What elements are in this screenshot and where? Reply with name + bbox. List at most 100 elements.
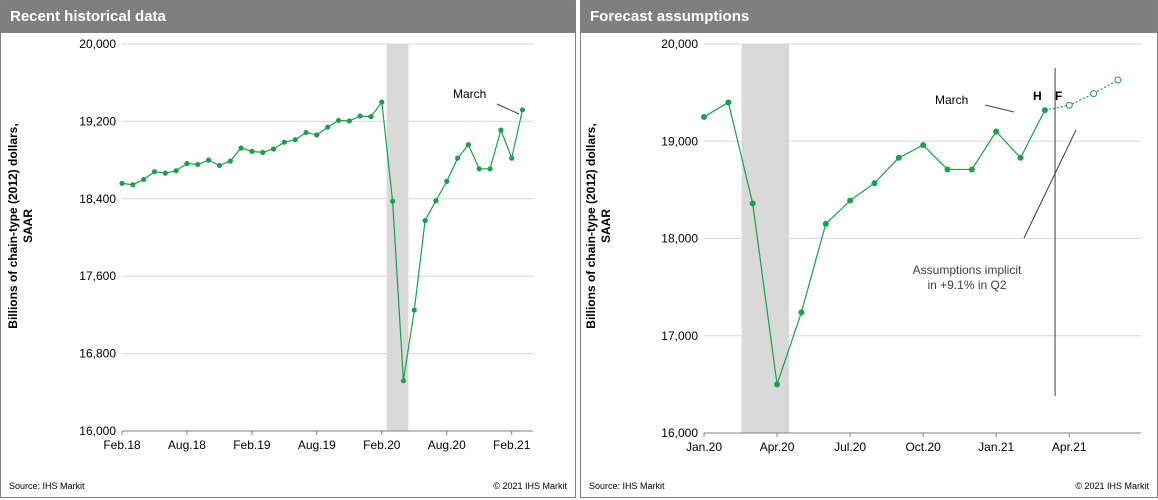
data-point: [270, 146, 277, 152]
y-tick-label: 20,000: [79, 37, 116, 51]
annotation-march: March: [453, 87, 486, 101]
forecast-chart-panel: Forecast assumptions Billions of chain-t…: [580, 0, 1158, 498]
data-point: [281, 139, 287, 145]
y-tick-label: 17,000: [661, 329, 698, 343]
data-point: [335, 117, 342, 124]
x-tick-label: Apr.21: [1052, 440, 1087, 454]
x-tick-label: Jan.20: [686, 440, 722, 454]
data-point: [1041, 107, 1048, 114]
forecast-point: [1114, 76, 1122, 84]
data-point: [422, 217, 428, 224]
data-point: [454, 155, 461, 161]
data-point: [895, 154, 902, 161]
data-point: [968, 166, 975, 173]
data-point: [444, 178, 450, 184]
data-point: [944, 166, 951, 173]
historical-chart-panel: Recent historical data Billions of chain…: [0, 0, 576, 498]
x-tick-label: Feb.20: [363, 438, 401, 452]
data-point: [227, 158, 233, 164]
panel-title: Forecast assumptions: [581, 1, 1157, 33]
data-point: [206, 157, 212, 163]
y-tick-label: 16,000: [661, 426, 698, 440]
data-point: [162, 170, 168, 176]
y-tick-label: 20,000: [661, 37, 698, 51]
data-point: [292, 137, 298, 143]
data-point: [519, 107, 526, 113]
data-point: [184, 160, 190, 167]
assumption-note: Assumptions implicit: [913, 263, 1022, 277]
data-point: [509, 155, 515, 161]
data-point: [498, 127, 504, 133]
data-point: [119, 180, 125, 186]
data-point: [325, 124, 331, 130]
data-point: [303, 129, 309, 136]
data-point: [701, 113, 707, 120]
x-tick-label: Aug.18: [168, 438, 206, 452]
x-tick-label: Jan.21: [978, 440, 1014, 454]
copyright-note: © 2021 IHS Markit: [1075, 481, 1149, 491]
source-note: Source: IHS Markit: [589, 481, 665, 491]
forecast-point: [1090, 90, 1098, 98]
data-point: [993, 128, 1000, 135]
data-point: [249, 148, 255, 154]
y-tick-label: 18,000: [661, 232, 698, 246]
data-point: [314, 132, 320, 138]
y-tick-label: 19,200: [79, 114, 116, 128]
assumption-pointer: [1023, 129, 1077, 239]
x-tick-label: Feb.18: [103, 438, 141, 452]
forecast-line: [1044, 79, 1119, 111]
data-point: [195, 161, 201, 168]
y-tick-label: 16,000: [79, 424, 116, 438]
x-tick-label: Aug.20: [428, 438, 466, 452]
data-point: [260, 149, 266, 155]
x-tick-label: Feb.21: [493, 438, 531, 452]
x-tick-label: Aug.19: [298, 438, 336, 452]
x-tick-label: Jul.20: [834, 440, 866, 454]
data-point: [173, 168, 179, 174]
data-point: [920, 142, 927, 149]
data-point: [774, 381, 781, 388]
annotation-pointer: [496, 103, 520, 115]
historical-chart: 16,000 16,800 17,600 18,400 19,200 20,000 Feb.…: [79, 37, 533, 452]
copyright-note: © 2021 IHS Markit: [493, 481, 567, 491]
data-point: [357, 113, 363, 119]
y-tick-label: 17,600: [79, 269, 116, 283]
forecast-marker: F: [1055, 89, 1062, 103]
data-point: [216, 162, 223, 169]
data-point: [798, 309, 805, 316]
history-marker: H: [1033, 89, 1042, 103]
data-point: [411, 307, 417, 313]
forecast-point: [1065, 101, 1073, 109]
data-point: [749, 200, 756, 207]
data-point: [390, 198, 396, 204]
panel-title: Recent historical data: [1, 1, 575, 33]
annotation-march: March: [935, 93, 968, 107]
data-point: [151, 169, 158, 175]
recession-shading: [386, 44, 409, 431]
y-tick-label: 18,400: [79, 192, 116, 206]
data-point: [141, 176, 147, 183]
data-point: [346, 118, 352, 124]
data-point: [379, 99, 385, 105]
data-point: [400, 378, 407, 384]
annotation-pointer: [984, 104, 1015, 113]
series-line: [121, 100, 524, 381]
data-point: [487, 166, 493, 172]
y-tick-label: 16,800: [79, 347, 116, 361]
data-point: [130, 182, 136, 188]
x-tick-label: Oct.20: [905, 440, 941, 454]
data-point: [725, 99, 732, 106]
source-note: Source: IHS Markit: [9, 481, 85, 491]
data-point: [871, 180, 878, 187]
x-tick-label: Feb.19: [233, 438, 271, 452]
data-point: [465, 142, 471, 148]
x-tick-label: Apr.20: [760, 440, 795, 454]
data-point: [433, 198, 439, 204]
data-point: [822, 220, 829, 227]
y-tick-label: 19,000: [661, 134, 698, 148]
assumption-note: in +9.1% in Q2: [927, 278, 1006, 292]
data-point: [238, 145, 244, 151]
data-point: [847, 197, 854, 204]
forecast-chart: 16,000 17,000 18,000 19,000 20,000 Jan.20 Apr.…: [661, 37, 1141, 454]
data-point: [368, 113, 374, 120]
